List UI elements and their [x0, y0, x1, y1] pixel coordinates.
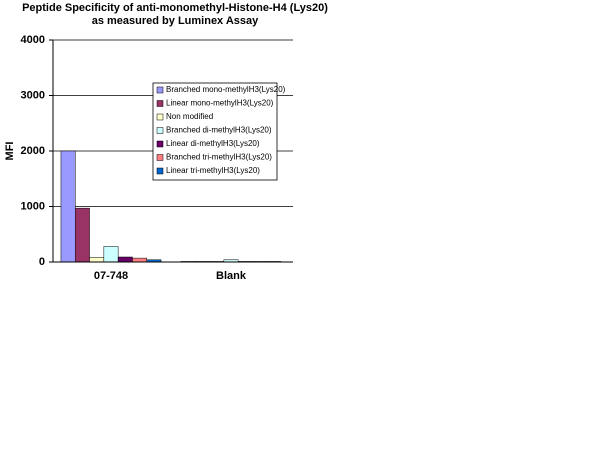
legend-label: Branched tri-methylH3(Lys20)	[166, 153, 272, 162]
legend: Branched mono-methylH3(Lys20) Linear mono…	[152, 82, 286, 181]
legend-label: Branched di-methylH3(Lys20)	[166, 126, 272, 135]
x-tick-label: Blank	[216, 270, 247, 282]
legend-swatch	[156, 140, 164, 148]
legend-swatch	[156, 100, 164, 107]
legend-swatch	[156, 167, 164, 175]
legend-label: Branched mono-methylH3(Lys20)	[166, 85, 286, 94]
legend-label: Linear di-methylH3(Lys20)	[166, 139, 260, 148]
bar	[60, 150, 76, 263]
legend-label: Non modified	[166, 112, 213, 121]
legend-swatch	[156, 86, 164, 94]
x-tick-label: 07-748	[94, 270, 128, 282]
chart-title: Peptide Specificity of anti-monomethyl-H…	[22, 2, 328, 14]
legend-box	[152, 82, 278, 181]
y-tick-label: 0	[39, 256, 45, 268]
legend-swatch	[156, 154, 164, 161]
bar	[132, 257, 147, 263]
y-tick-label: 4000	[21, 34, 45, 46]
y-tick-label: 3000	[21, 89, 45, 101]
y-tick-label: 1000	[21, 200, 45, 212]
bar	[117, 256, 133, 263]
bar	[89, 257, 105, 263]
legend-swatch	[156, 127, 164, 134]
legend-label: Linear tri-methylH3(Lys20)	[166, 166, 260, 175]
legend-swatch	[156, 113, 164, 121]
legend-label: Linear mono-methylH3(Lys20)	[166, 99, 274, 108]
bar	[75, 207, 90, 263]
y-axis-label: MFI	[4, 142, 16, 161]
chart-title: as measured by Luminex Assay	[92, 15, 259, 27]
y-tick-label: 2000	[21, 145, 45, 157]
bar	[103, 246, 119, 263]
